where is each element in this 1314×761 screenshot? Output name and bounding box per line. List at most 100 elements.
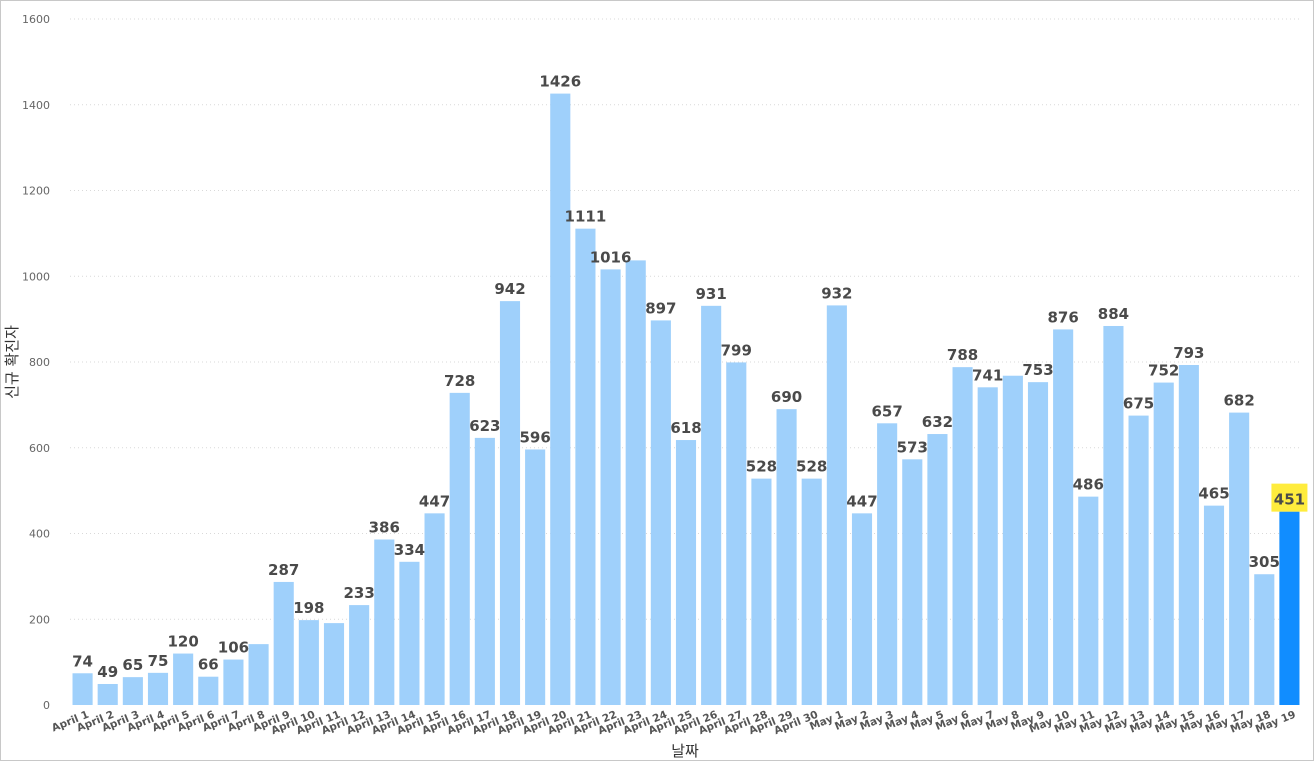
bar[interactable]: [776, 409, 797, 705]
data-label: 305: [1249, 553, 1280, 571]
data-label: 334: [394, 541, 425, 559]
data-label: 897: [645, 299, 676, 317]
bar[interactable]: [877, 423, 898, 705]
bar[interactable]: [851, 513, 873, 705]
y-axis-ticks: 0 200 400 600 800 1000 1200 1400 1600: [22, 13, 50, 712]
data-label: 690: [771, 388, 802, 406]
bar[interactable]: [525, 449, 546, 705]
bar[interactable]: [1128, 415, 1149, 705]
data-label: 1016: [590, 248, 632, 266]
bar[interactable]: [499, 301, 521, 705]
bar[interactable]: [927, 434, 948, 705]
data-label: 74: [72, 652, 93, 670]
bar[interactable]: [248, 644, 269, 705]
bar[interactable]: [600, 269, 621, 705]
data-label: 752: [1148, 362, 1179, 380]
bar[interactable]: [1053, 329, 1074, 705]
x-axis-title: 날짜: [671, 742, 699, 760]
data-label: 623: [469, 417, 500, 435]
bar[interactable]: [902, 459, 923, 705]
bar[interactable]: [474, 437, 495, 705]
data-label: 233: [343, 584, 374, 602]
data-label: 49: [97, 663, 118, 681]
data-label: 596: [519, 428, 550, 446]
bar[interactable]: [726, 362, 747, 705]
y-tick-label: 400: [29, 528, 50, 541]
y-axis-title: 신규 확진자: [3, 325, 21, 399]
data-label: 1111: [565, 208, 607, 226]
y-tick-label: 1000: [22, 270, 50, 283]
data-label: 66: [198, 656, 219, 674]
bar[interactable]: [323, 623, 345, 705]
data-label: 447: [846, 492, 877, 510]
bar[interactable]: [173, 653, 194, 705]
bar[interactable]: [575, 228, 596, 705]
bar[interactable]: [223, 659, 244, 705]
data-label: 682: [1223, 392, 1254, 410]
bar[interactable]: [1027, 382, 1049, 705]
bar[interactable]: [1279, 511, 1300, 705]
bar[interactable]: [72, 673, 93, 705]
data-label: 932: [821, 284, 852, 302]
data-label: 931: [695, 285, 726, 303]
y-tick-label: 200: [29, 613, 50, 626]
data-label: 788: [947, 346, 978, 364]
bar[interactable]: [1103, 325, 1124, 705]
bar[interactable]: [751, 478, 772, 705]
data-label: 793: [1173, 344, 1204, 362]
data-label: 447: [419, 492, 450, 510]
data-label: 741: [972, 366, 1003, 384]
data-label: 876: [1047, 308, 1078, 326]
bar[interactable]: [424, 513, 445, 705]
data-label: 198: [293, 599, 324, 617]
bar[interactable]: [449, 392, 470, 705]
data-label: 657: [871, 402, 902, 420]
bar[interactable]: [1153, 382, 1174, 705]
bar[interactable]: [650, 320, 671, 705]
bar[interactable]: [550, 93, 571, 706]
data-label: 528: [746, 458, 777, 476]
data-label: 1426: [539, 73, 581, 91]
bar[interactable]: [1203, 505, 1225, 705]
y-tick-label: 800: [29, 356, 50, 369]
y-tick-label: 1400: [22, 99, 50, 112]
bar[interactable]: [122, 677, 143, 705]
bar[interactable]: [675, 440, 697, 705]
data-label: 675: [1123, 395, 1154, 413]
data-label: 465: [1198, 485, 1229, 503]
bar[interactable]: [1078, 496, 1099, 705]
bar[interactable]: [1002, 375, 1023, 705]
bar[interactable]: [298, 620, 319, 705]
data-label: 287: [268, 561, 299, 579]
bar[interactable]: [198, 676, 219, 705]
bar[interactable]: [625, 260, 646, 705]
data-label: 799: [721, 341, 752, 359]
data-label: 573: [897, 438, 928, 456]
y-tick-label: 1200: [22, 185, 50, 198]
data-label: 728: [444, 372, 475, 390]
bar[interactable]: [273, 581, 294, 705]
bar[interactable]: [97, 683, 118, 705]
data-label: 753: [1022, 361, 1053, 379]
bar[interactable]: [1229, 412, 1250, 705]
bars: [72, 93, 1300, 706]
bar[interactable]: [701, 305, 722, 705]
bar[interactable]: [374, 539, 395, 705]
bar[interactable]: [399, 561, 420, 705]
highlight-label-background: [1271, 483, 1308, 512]
bar[interactable]: [1178, 365, 1199, 705]
bar[interactable]: [349, 605, 370, 705]
data-label: 106: [218, 639, 249, 657]
bar[interactable]: [801, 478, 822, 705]
bar[interactable]: [952, 367, 973, 705]
data-label: 942: [494, 280, 525, 298]
bar[interactable]: [826, 305, 847, 705]
y-tick-label: 600: [29, 442, 50, 455]
bar[interactable]: [147, 672, 169, 705]
data-label: 618: [670, 419, 701, 437]
bar[interactable]: [1254, 574, 1275, 705]
bar[interactable]: [977, 387, 998, 705]
